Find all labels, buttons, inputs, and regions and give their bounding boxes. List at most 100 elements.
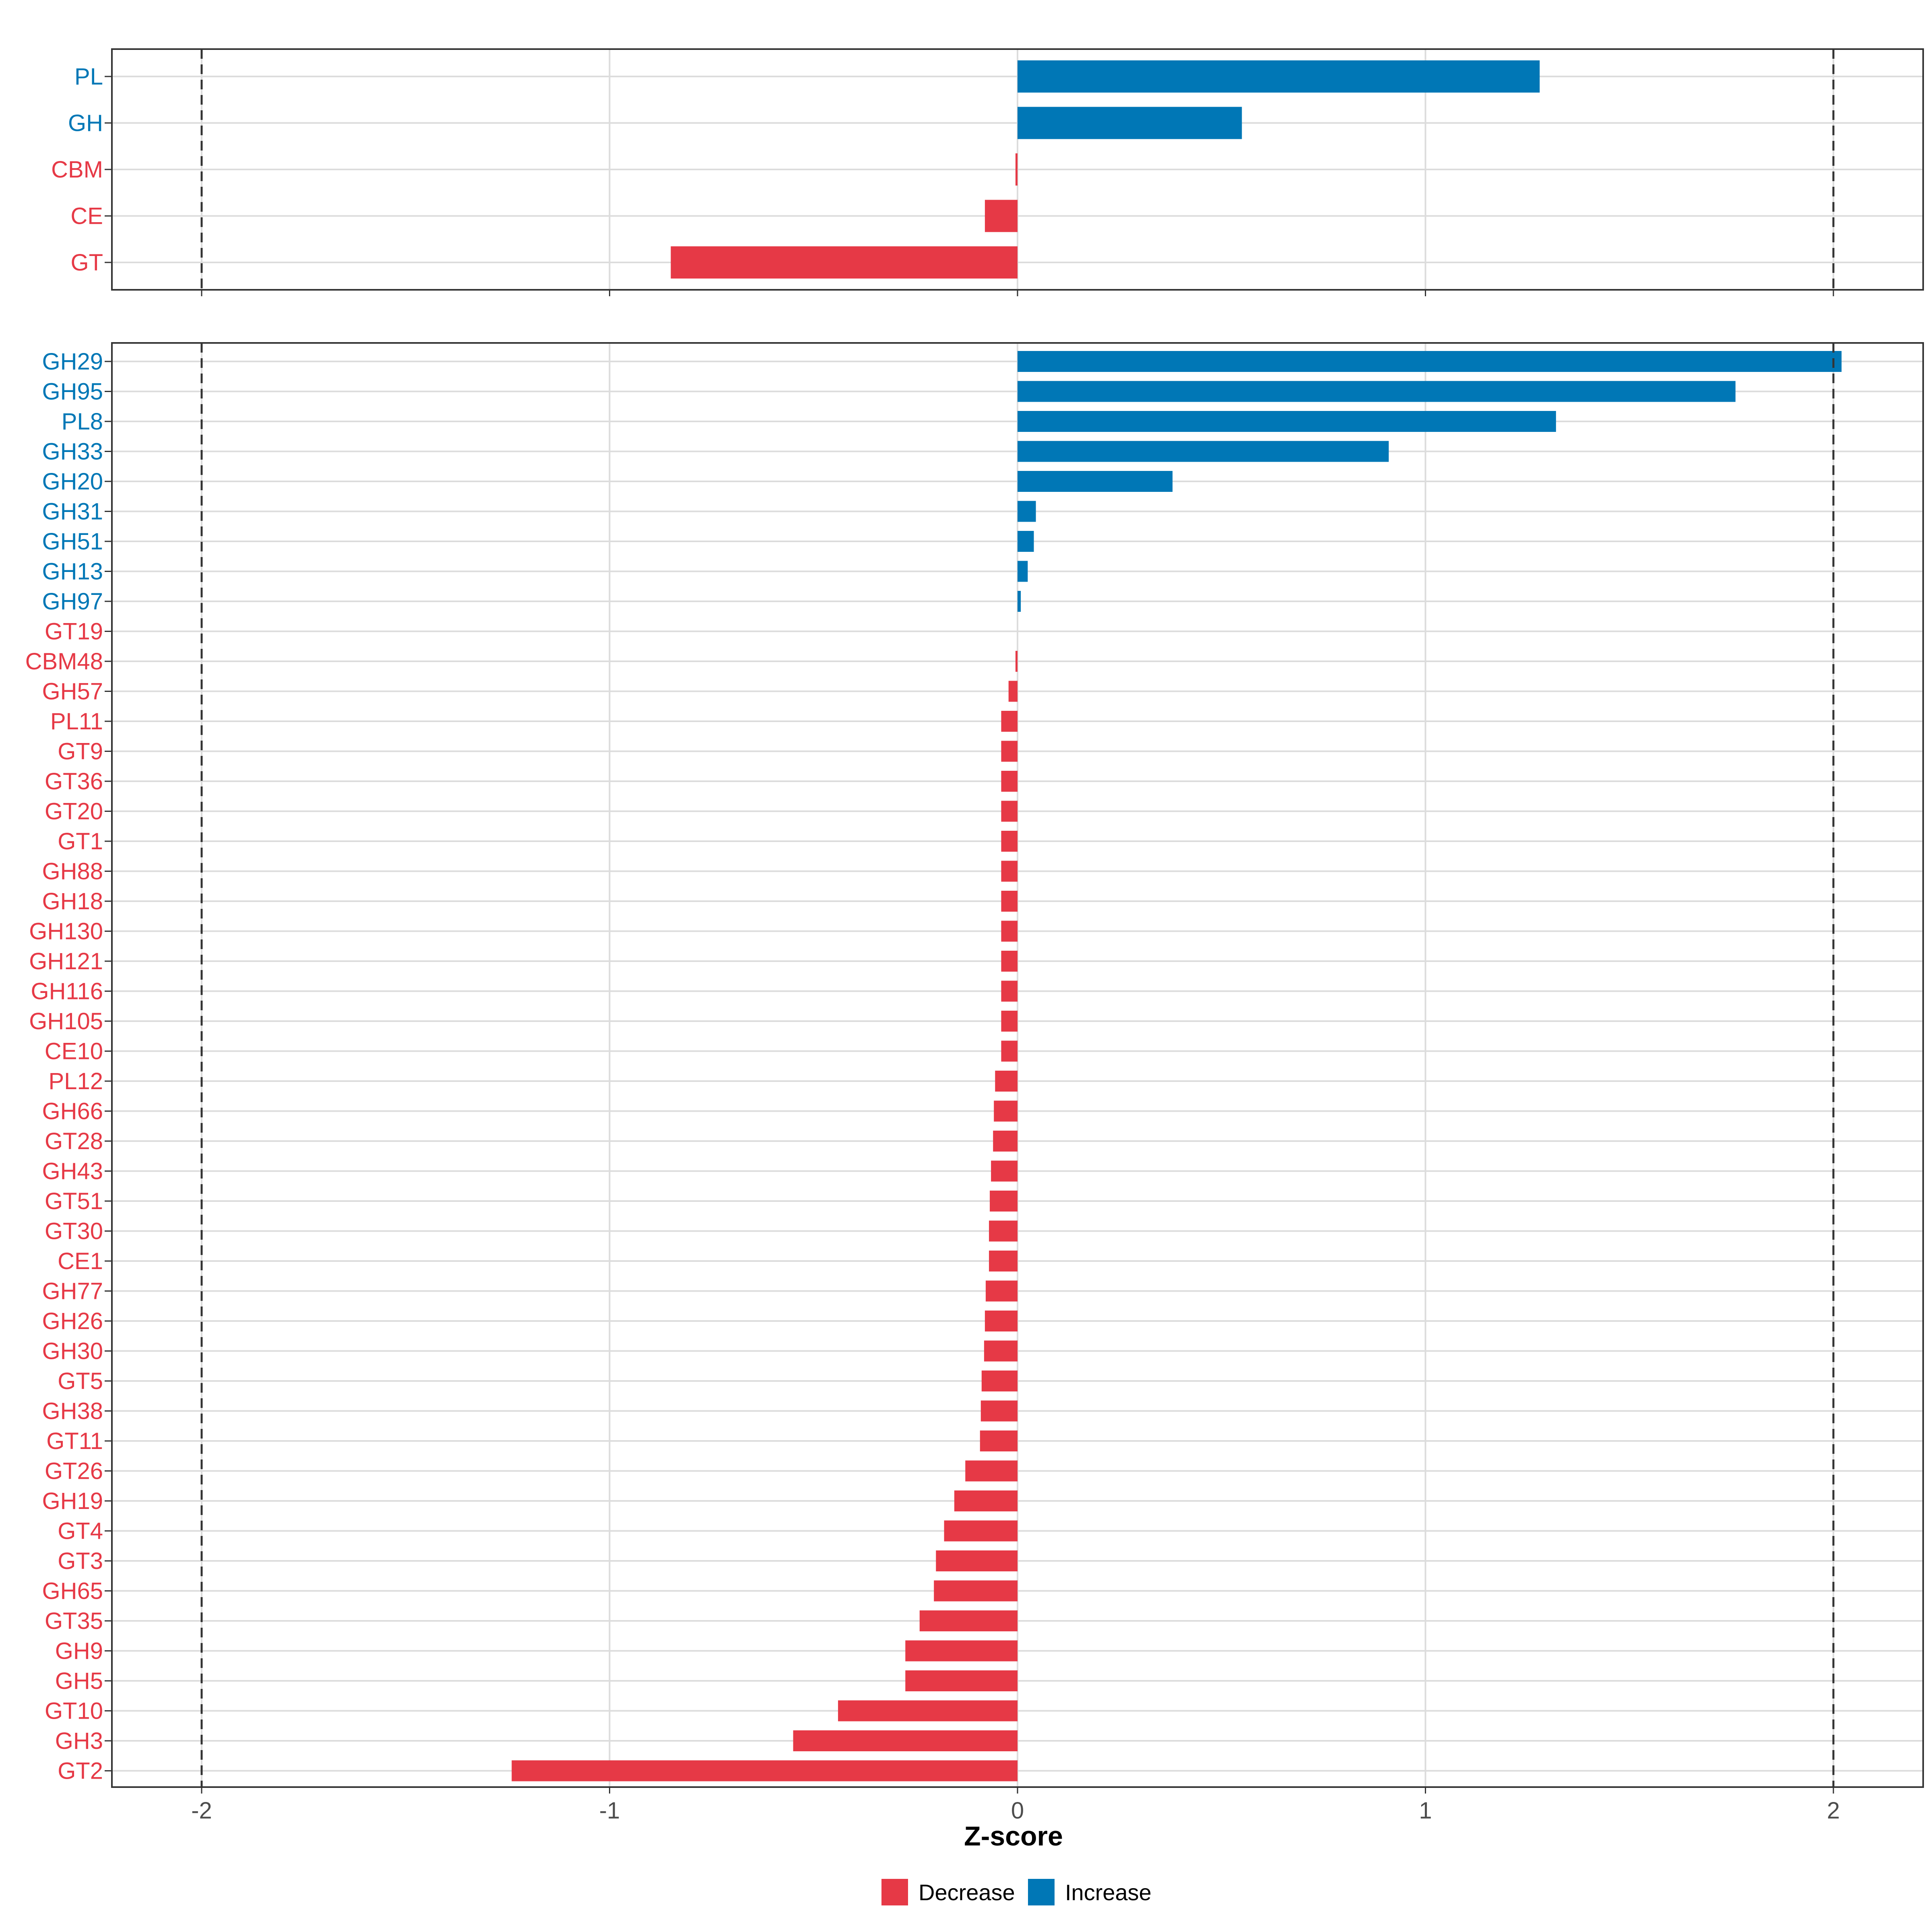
bar-GT35 xyxy=(919,1610,1018,1631)
y-tick-label: CBM48 xyxy=(25,648,103,675)
bar-PL12 xyxy=(995,1071,1018,1092)
bar-PL8 xyxy=(1018,411,1556,432)
bar-PL xyxy=(1018,60,1540,93)
bar-GH105 xyxy=(1001,1011,1018,1032)
bar-GH97 xyxy=(1018,591,1021,612)
y-tick-label: GT9 xyxy=(58,739,103,765)
bar-GH121 xyxy=(1001,951,1018,972)
y-tick-label: GH121 xyxy=(29,948,103,974)
bar-GH116 xyxy=(1001,980,1018,1002)
y-tick-label: GH130 xyxy=(29,919,103,945)
y-tick-label: GT2 xyxy=(58,1758,103,1784)
y-tick-label: PL11 xyxy=(50,708,103,735)
y-tick-label: GH30 xyxy=(42,1338,103,1364)
bar-GH66 xyxy=(994,1100,1018,1122)
y-tick-label: GT36 xyxy=(45,768,103,795)
y-tick-label: GT5 xyxy=(58,1368,103,1394)
bar-GH51 xyxy=(1018,531,1034,552)
y-tick-label: GH88 xyxy=(42,859,103,885)
bar-GH130 xyxy=(1001,921,1018,942)
bar-GH26 xyxy=(985,1311,1018,1331)
x-tick-label: -2 xyxy=(191,1798,212,1824)
bar-GH30 xyxy=(984,1340,1018,1362)
bar-CE xyxy=(985,200,1018,232)
y-tick-label: CE10 xyxy=(45,1038,103,1065)
bar-CE1 xyxy=(989,1251,1018,1271)
y-tick-label: GH43 xyxy=(42,1158,103,1185)
x-tick-label: 2 xyxy=(1827,1798,1840,1824)
bar-GH43 xyxy=(991,1160,1018,1182)
bar-GH13 xyxy=(1018,561,1028,582)
y-tick-label: GH9 xyxy=(55,1638,103,1664)
bar-GT30 xyxy=(989,1220,1018,1242)
y-tick-label: CBM xyxy=(51,157,103,183)
bar-GT26 xyxy=(965,1460,1018,1482)
bar-GH19 xyxy=(954,1490,1018,1511)
x-tick-label: 1 xyxy=(1419,1798,1432,1824)
y-tick-label: GH51 xyxy=(42,528,103,555)
bar-GH77 xyxy=(985,1280,1018,1302)
top-panel: PL GH CBM CE GT xyxy=(51,48,1924,296)
bar-CBM xyxy=(1015,153,1018,186)
y-tick-label: CE xyxy=(70,203,103,229)
y-tick-label: GH95 xyxy=(42,379,103,405)
y-tick-label: PL xyxy=(74,64,103,90)
y-tick-label: GH38 xyxy=(42,1398,103,1424)
y-tick-label: GT11 xyxy=(46,1428,103,1454)
bar-GH5 xyxy=(905,1670,1018,1691)
bar-GH88 xyxy=(1001,861,1018,882)
y-tick-label: PL8 xyxy=(62,409,103,435)
x-axis-title: Z-score xyxy=(964,1821,1063,1852)
bar-GT1 xyxy=(1001,831,1018,852)
bar-CE10 xyxy=(1001,1040,1018,1062)
y-tick-label: GH33 xyxy=(42,439,103,465)
bar-GT10 xyxy=(838,1700,1018,1721)
y-tick-label: GH3 xyxy=(55,1728,103,1754)
bar-GT36 xyxy=(1001,771,1018,792)
y-tick-label: GH66 xyxy=(42,1098,103,1125)
y-tick-label: GH105 xyxy=(29,1008,103,1034)
y-tick-label: GH97 xyxy=(42,588,103,615)
y-tick-label: GT10 xyxy=(45,1698,103,1724)
bar-GT11 xyxy=(980,1430,1018,1451)
y-tick-label: GH116 xyxy=(31,978,103,1005)
bar-GT28 xyxy=(993,1131,1018,1152)
bar-GT xyxy=(671,246,1018,279)
y-tick-label: GH13 xyxy=(42,559,103,585)
y-tick-label: GH19 xyxy=(42,1488,103,1514)
legend-label-decrease: Decrease xyxy=(919,1880,1015,1905)
y-tick-label: GH5 xyxy=(55,1668,103,1694)
y-tick-label: GH57 xyxy=(42,679,103,705)
y-tick-label: GT19 xyxy=(45,619,103,645)
bar-CBM48 xyxy=(1015,651,1018,672)
bar-GH3 xyxy=(793,1730,1018,1751)
y-tick-label: GH29 xyxy=(42,349,103,375)
bar-GT20 xyxy=(1001,801,1018,822)
bar-GH38 xyxy=(980,1400,1018,1422)
x-tick-label: -1 xyxy=(599,1798,620,1824)
bar-GT4 xyxy=(944,1520,1018,1542)
bar-GH31 xyxy=(1018,501,1036,522)
bar-GH18 xyxy=(1001,891,1018,912)
y-tick-label: GH31 xyxy=(42,499,103,525)
y-tick-label: GH77 xyxy=(42,1278,103,1305)
legend-key-increase xyxy=(1028,1879,1055,1905)
bar-GT3 xyxy=(936,1550,1018,1571)
y-tick-label: PL12 xyxy=(49,1068,103,1094)
y-tick-label: GT35 xyxy=(45,1608,103,1634)
bar-GH29 xyxy=(1018,351,1842,372)
y-tick-label: GH26 xyxy=(42,1308,103,1334)
y-tick-label: GT1 xyxy=(58,828,103,855)
y-tick-label: GH65 xyxy=(42,1578,103,1604)
y-tick-label: GT20 xyxy=(45,799,103,825)
x-axis: -2 -1 0 1 2 xyxy=(191,1798,1840,1824)
x-tick-label: 0 xyxy=(1011,1798,1024,1824)
y-tick-label: GT30 xyxy=(45,1218,103,1245)
bar-GH95 xyxy=(1018,381,1736,402)
legend-key-decrease xyxy=(881,1879,908,1905)
bar-GH20 xyxy=(1018,471,1173,492)
bottom-panel: GH29 GH95 PL8 GH33 GH20 GH31 GH51 GH13 GH97 GT19 C… xyxy=(25,342,1924,1794)
y-tick-label: GH18 xyxy=(42,888,103,914)
y-tick-label: GT3 xyxy=(58,1548,103,1574)
